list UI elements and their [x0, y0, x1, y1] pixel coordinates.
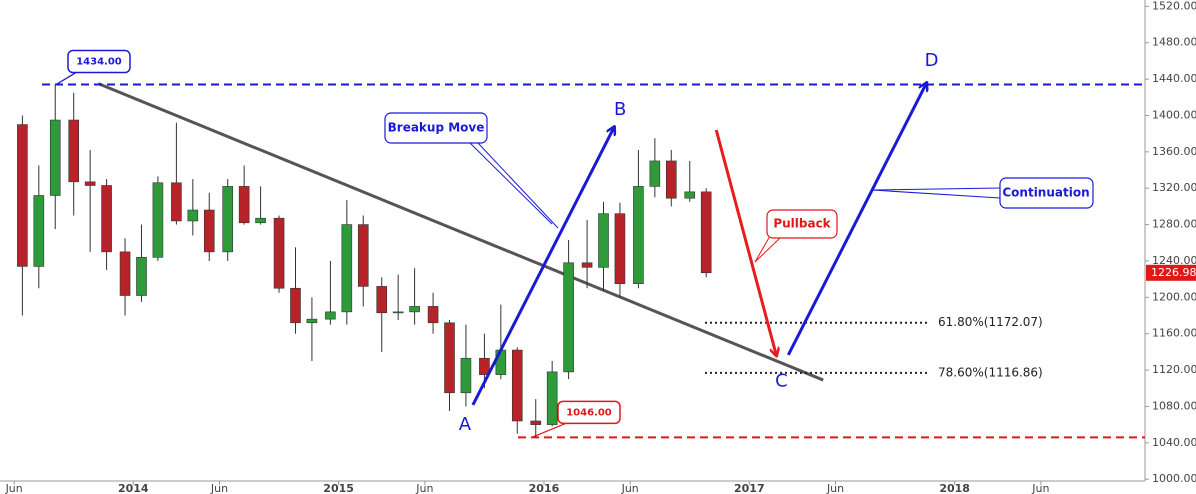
x-tick-label: Jun: [415, 482, 433, 494]
candle-body: [598, 213, 609, 268]
fib-label: 61.80%(1172.07): [938, 315, 1043, 329]
x-tick-label: 2018: [939, 482, 970, 494]
candle-body: [306, 318, 318, 324]
candle-body: [84, 181, 96, 186]
x-tick-label: Jun: [826, 482, 844, 494]
level-pointer: [55, 72, 77, 86]
level-label: 1434.00: [76, 57, 122, 68]
y-tick-label: 1160.00: [1152, 327, 1196, 340]
candle-body: [187, 209, 199, 222]
candle-body: [273, 217, 285, 289]
x-tick-label: 2017: [734, 482, 765, 494]
wave-label: B: [614, 99, 626, 120]
candle-body: [49, 119, 61, 196]
candle-body: [684, 191, 696, 199]
x-tick-label: Jun: [1031, 482, 1049, 494]
trendline: [97, 82, 824, 382]
level-box: [67, 49, 131, 74]
x-tick-label: 2015: [323, 482, 354, 494]
callout-text: Continuation: [1002, 186, 1089, 200]
candle-body: [530, 420, 542, 425]
candle-body: [119, 251, 131, 296]
callout-text: Breakup Move: [388, 121, 485, 135]
callout-continuation: Continuation: [871, 177, 1094, 209]
candle-body: [33, 195, 45, 267]
callout-text: Pullback: [773, 217, 831, 231]
candle-body: [171, 182, 182, 222]
y-tick-label: 1440.00: [1152, 72, 1196, 85]
y-tick-label: 1120.00: [1152, 363, 1196, 376]
x-tick-label: 2016: [529, 482, 560, 494]
y-tick-label: 1400.00: [1152, 108, 1196, 121]
candle-body: [68, 119, 80, 183]
candle-body: [136, 257, 147, 296]
candle-body: [581, 262, 593, 268]
candle-body: [325, 311, 336, 320]
y-tick-label: 1040.00: [1152, 436, 1196, 449]
x-tick-label: Jun: [621, 482, 639, 494]
arrow: [471, 127, 614, 406]
candle-body: [341, 224, 353, 313]
last-price-box: [1146, 264, 1196, 281]
level-pointer: [531, 422, 567, 438]
candle-body: [101, 185, 112, 253]
candle-body: [649, 160, 661, 187]
last-price: 1226.98: [1151, 266, 1196, 279]
candle-body: [357, 224, 369, 287]
y-tick-label: 1000.00: [1152, 472, 1196, 485]
level-label: 1046.00: [566, 407, 612, 418]
arrow: [714, 129, 776, 355]
x-tick-label: Jun: [210, 482, 228, 494]
y-tick-label: 1360.00: [1152, 145, 1196, 158]
candle-body: [290, 287, 301, 324]
candle-body: [17, 124, 28, 267]
candle-body: [376, 286, 388, 314]
candle-body: [665, 160, 677, 199]
y-tick-label: 1280.00: [1152, 218, 1196, 231]
candle-body: [511, 349, 523, 422]
y-tick-label: 1320.00: [1152, 181, 1196, 194]
wave-label: A: [459, 414, 472, 435]
candle-body: [563, 262, 574, 373]
fib-label: 78.60%(1116.86): [938, 365, 1043, 379]
candle-body: [546, 371, 558, 425]
y-tick-label: 1080.00: [1152, 399, 1196, 412]
arrow: [786, 83, 926, 356]
candle-body: [444, 322, 455, 394]
wave-label: C: [775, 371, 788, 392]
callout-breakup: Breakup Move: [384, 112, 559, 229]
candle-body: [255, 217, 266, 224]
candle-body: [238, 186, 250, 224]
wave-label: D: [925, 50, 939, 71]
candle-body: [633, 186, 644, 284]
candle-body: [479, 357, 490, 375]
candle-body: [152, 182, 164, 258]
candle-body: [409, 306, 420, 313]
candle-body: [222, 186, 234, 253]
x-tick-label: Jun: [5, 482, 23, 494]
y-tick-label: 1200.00: [1152, 290, 1196, 303]
y-tick-label: 1520.00: [1152, 0, 1196, 12]
y-tick-label: 1480.00: [1152, 36, 1196, 49]
candle-body: [427, 306, 439, 324]
candle-body: [392, 311, 404, 314]
callout-pullback: Pullback: [754, 209, 838, 263]
x-tick-label: 2014: [118, 482, 149, 494]
candle-body: [460, 357, 472, 394]
candle-body: [700, 191, 712, 274]
candle-body: [614, 213, 626, 284]
y-tick-label: 1240.00: [1152, 254, 1196, 267]
candle-body: [203, 209, 215, 253]
level-box: [557, 400, 621, 425]
